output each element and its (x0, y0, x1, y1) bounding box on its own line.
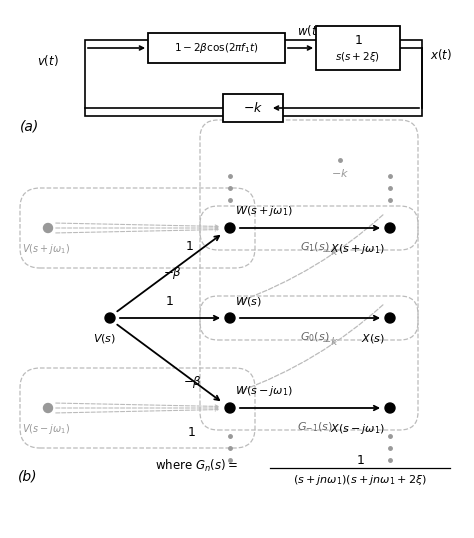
Text: $-k$: $-k$ (331, 167, 349, 179)
Text: where $G_n(s) = $: where $G_n(s) = $ (155, 458, 238, 474)
Text: $-k$: $-k$ (321, 245, 339, 257)
Bar (85, 40, 422, 116)
Text: $(s+jn\omega_1)(s+jn\omega_1+2\xi)$: $(s+jn\omega_1)(s+jn\omega_1+2\xi)$ (293, 473, 427, 487)
Circle shape (44, 223, 53, 232)
Bar (148, 33, 285, 63)
Text: $V(s+j\omega_1)$: $V(s+j\omega_1)$ (22, 242, 70, 256)
Text: $X(s)$: $X(s)$ (361, 332, 385, 345)
Text: $-k$: $-k$ (243, 101, 263, 115)
Text: $1$: $1$ (356, 454, 365, 466)
Text: 1: 1 (186, 240, 194, 253)
Text: $W(s+j\omega_1)$: $W(s+j\omega_1)$ (235, 204, 293, 218)
Text: 1: 1 (166, 295, 174, 308)
Circle shape (225, 223, 235, 233)
Text: 1: 1 (188, 426, 196, 439)
Bar (316, 26, 400, 70)
Circle shape (225, 313, 235, 323)
Text: $-\beta$: $-\beta$ (182, 374, 201, 390)
Text: $W(s)$: $W(s)$ (235, 295, 262, 308)
Text: (b): (b) (18, 469, 37, 483)
Text: $G_0(s)$: $G_0(s)$ (300, 330, 330, 344)
Text: $-\beta$: $-\beta$ (163, 265, 182, 281)
Circle shape (44, 404, 53, 413)
Text: $W(s-j\omega_1)$: $W(s-j\omega_1)$ (235, 384, 293, 398)
Circle shape (225, 403, 235, 413)
Bar (223, 94, 283, 122)
Text: $G_{-1}(s)$: $G_{-1}(s)$ (297, 420, 333, 434)
Text: $V(s)$: $V(s)$ (93, 332, 117, 345)
Text: (a): (a) (20, 119, 39, 133)
Text: $w(t)$: $w(t)$ (297, 23, 321, 38)
Circle shape (385, 403, 395, 413)
Text: $x(t)$: $x(t)$ (430, 46, 452, 61)
Text: $V(s-j\omega_1)$: $V(s-j\omega_1)$ (22, 422, 70, 436)
Text: $X(s-j\omega_1)$: $X(s-j\omega_1)$ (330, 422, 385, 436)
Text: $v(t)$: $v(t)$ (37, 53, 59, 67)
Text: $-k$: $-k$ (321, 335, 339, 347)
Text: $1$: $1$ (354, 33, 363, 46)
Circle shape (105, 313, 115, 323)
Circle shape (385, 313, 395, 323)
Text: $s(s+2\xi)$: $s(s+2\xi)$ (336, 50, 381, 64)
Circle shape (385, 223, 395, 233)
Text: $X(s+j\omega_1)$: $X(s+j\omega_1)$ (330, 242, 385, 256)
Text: $G_1(s)$: $G_1(s)$ (300, 240, 330, 253)
Text: $1-2\beta\cos(2\pi f_1 t)$: $1-2\beta\cos(2\pi f_1 t)$ (174, 41, 259, 55)
